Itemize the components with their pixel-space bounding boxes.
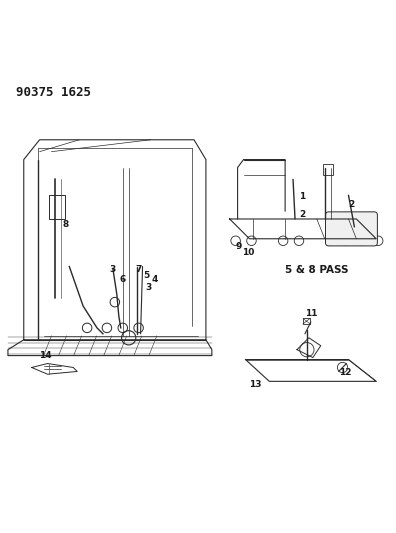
Text: 3: 3	[145, 283, 152, 292]
Text: 7: 7	[135, 265, 142, 274]
Text: 6: 6	[120, 276, 126, 284]
Text: 2: 2	[348, 200, 355, 209]
Text: 5: 5	[143, 271, 150, 280]
Bar	[323, 164, 333, 175]
Text: 10: 10	[242, 248, 254, 256]
Text: 5 & 8 PASS: 5 & 8 PASS	[285, 264, 348, 274]
Bar	[50, 195, 65, 219]
Text: 9: 9	[236, 241, 242, 251]
Text: 1: 1	[299, 192, 305, 201]
Text: 2: 2	[299, 210, 305, 219]
FancyBboxPatch shape	[326, 212, 377, 246]
Text: 4: 4	[151, 276, 158, 284]
Text: 90375 1625: 90375 1625	[16, 86, 91, 99]
Text: 8: 8	[62, 221, 69, 229]
Text: 11: 11	[305, 309, 318, 318]
Bar	[303, 318, 310, 324]
Text: 13: 13	[249, 380, 262, 389]
Text: 14: 14	[39, 351, 52, 360]
Text: 3: 3	[110, 265, 116, 274]
Text: 12: 12	[339, 368, 351, 377]
